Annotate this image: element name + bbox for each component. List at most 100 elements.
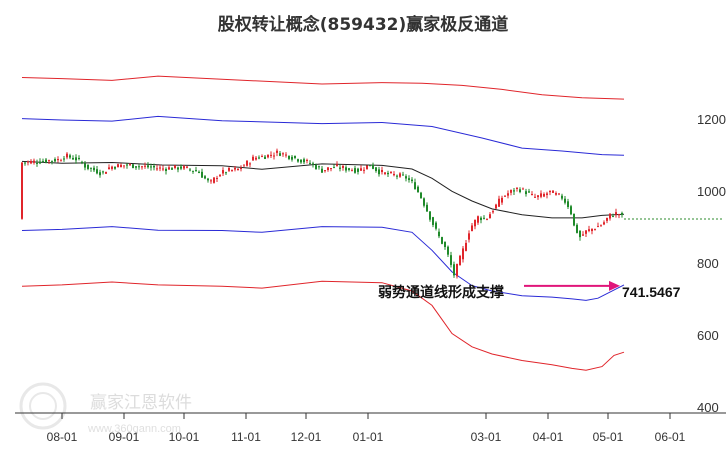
candle-body-124 <box>393 173 395 176</box>
candle-body-113 <box>360 168 362 171</box>
candle-body-46 <box>159 167 161 169</box>
candle-body-111 <box>354 168 356 173</box>
candlesticks <box>21 148 623 279</box>
candle-body-24 <box>93 167 95 171</box>
candle-body-38 <box>135 166 137 168</box>
candle-body-144 <box>453 264 455 276</box>
candle-body-133 <box>420 192 422 199</box>
candle-body-159 <box>498 198 500 207</box>
candle-body-52 <box>177 167 179 170</box>
candle-body-3 <box>30 160 32 164</box>
candle-body-140 <box>441 237 443 244</box>
candle-body-115 <box>366 165 368 170</box>
candle-body-25 <box>96 169 98 174</box>
x-tick-label-8: 05-01 <box>593 430 624 444</box>
candle-body-1 <box>24 162 26 164</box>
watermark: 赢家江恩软件 www.360gann.com <box>19 382 192 435</box>
candle-body-160 <box>501 197 503 203</box>
candle-body-11 <box>54 159 56 162</box>
candle-body-175 <box>546 193 548 195</box>
svg-text:www.360gann.com: www.360gann.com <box>87 423 181 435</box>
candle-body-83 <box>270 154 272 156</box>
candle-body-169 <box>528 191 530 193</box>
candle-body-0 <box>21 162 23 219</box>
candle-body-125 <box>396 175 398 177</box>
candle-body-67 <box>222 170 224 174</box>
candle-body-17 <box>72 157 74 160</box>
candle-body-35 <box>126 164 128 166</box>
candle-body-28 <box>105 171 107 174</box>
candle-body-74 <box>243 165 245 167</box>
candle-body-55 <box>186 166 188 168</box>
svg-text:赢家江恩软件: 赢家江恩软件 <box>90 393 192 413</box>
candle-body-137 <box>432 217 434 225</box>
candle-body-22 <box>87 164 89 169</box>
candle-body-34 <box>123 165 125 167</box>
candle-body-47 <box>162 168 164 170</box>
candle-body-26 <box>99 172 101 176</box>
candle-body-72 <box>237 168 239 171</box>
candle-body-95 <box>306 159 308 161</box>
candle-body-44 <box>153 165 155 168</box>
candle-body-97 <box>312 163 314 165</box>
candle-body-59 <box>198 171 200 174</box>
candle-body-82 <box>267 154 269 158</box>
candle-body-189 <box>588 229 590 231</box>
y-tick-label-0: 1200 <box>697 112 726 127</box>
candle-body-87 <box>282 153 284 155</box>
candle-body-100 <box>321 168 323 173</box>
candle-body-131 <box>414 182 416 190</box>
candle-body-71 <box>234 167 236 170</box>
candle-body-93 <box>300 159 302 163</box>
y-tick-label-4: 400 <box>697 400 719 415</box>
candle-body-88 <box>285 154 287 156</box>
channel-line-1 <box>21 115 625 156</box>
candle-body-50 <box>171 168 173 170</box>
candle-body-188 <box>585 230 587 234</box>
candle-body-40 <box>141 166 143 168</box>
x-tick-label-2: 10-01 <box>169 430 200 444</box>
candle-body-92 <box>297 159 299 162</box>
candle-body-172 <box>537 195 539 198</box>
candle-body-57 <box>192 170 194 172</box>
candle-body-54 <box>183 166 185 169</box>
candle-body-187 <box>582 234 584 236</box>
candle-body-6 <box>39 161 41 164</box>
candle-body-63 <box>210 180 212 182</box>
candle-body-105 <box>336 164 338 166</box>
y-tick-label-2: 800 <box>697 256 719 271</box>
candle-body-89 <box>288 155 290 159</box>
candle-body-94 <box>303 159 305 163</box>
candle-body-23 <box>90 167 92 169</box>
candle-body-61 <box>204 176 206 179</box>
candle-body-81 <box>264 156 266 160</box>
candle-body-114 <box>363 169 365 171</box>
candle-body-84 <box>273 155 275 157</box>
y-axis: 1200 1000 800 600 400 <box>697 112 726 415</box>
candle-body-164 <box>513 190 515 192</box>
x-axis: 08-01 09-01 10-01 11-01 12-01 01-01 03-01 04-01… <box>47 413 686 444</box>
candle-body-121 <box>384 172 386 174</box>
candle-body-130 <box>411 179 413 182</box>
candle-body-186 <box>579 230 581 238</box>
candle-body-176 <box>549 190 551 193</box>
candle-body-66 <box>219 175 221 177</box>
candle-body-179 <box>558 193 560 195</box>
candle-body-76 <box>249 163 251 165</box>
candle-body-9 <box>48 160 50 162</box>
x-tick-label-7: 04-01 <box>533 430 564 444</box>
candle-body-41 <box>144 165 146 167</box>
candle-body-184 <box>573 213 575 226</box>
candle-body-80 <box>261 156 263 158</box>
candle-body-190 <box>591 228 593 232</box>
candle-body-29 <box>108 167 110 170</box>
candle-body-135 <box>426 204 428 212</box>
candle-body-158 <box>495 204 497 209</box>
candle-body-194 <box>603 222 605 225</box>
candle-body-5 <box>36 162 38 164</box>
candle-body-166 <box>519 189 521 193</box>
candle-body-106 <box>339 167 341 169</box>
candle-body-77 <box>252 156 254 161</box>
annotation-value: 741.5467 <box>622 284 681 300</box>
